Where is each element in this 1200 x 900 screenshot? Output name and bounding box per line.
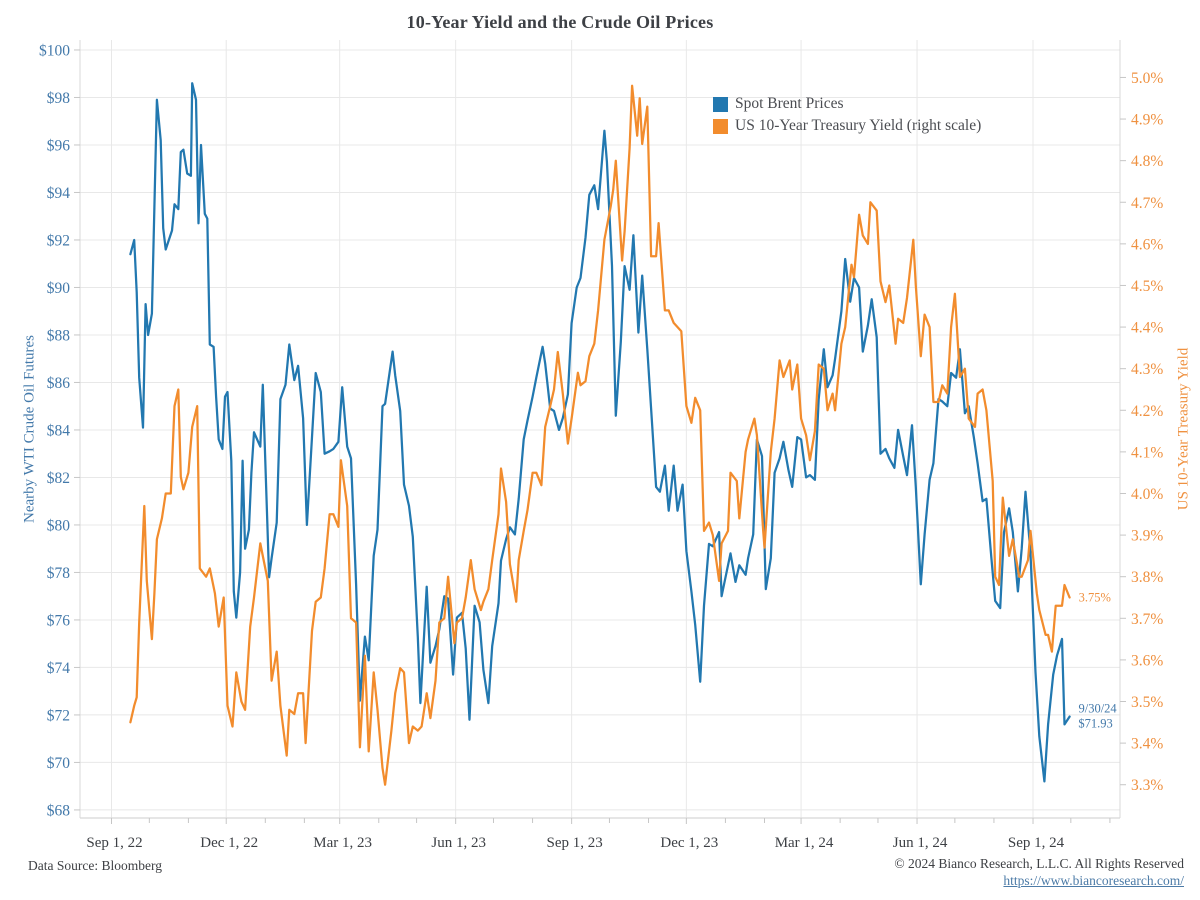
y-left-tick-label: $98 — [47, 90, 71, 107]
y-right-tick-label: 4.8% — [1131, 153, 1163, 170]
x-tick-label: Sep 1, 22 — [86, 835, 142, 851]
y-left-tick-label: $100 — [39, 42, 70, 59]
y-right-tick-label: 3.8% — [1131, 569, 1163, 586]
legend-item-brent[interactable]: Spot Brent Prices — [713, 93, 981, 115]
x-tick-label: Mar 1, 24 — [775, 835, 834, 851]
y-left-tick-label: $68 — [47, 802, 71, 819]
brent-price-line — [129, 82, 1071, 783]
brent-end-annotation-price: $71.93 — [1078, 717, 1112, 731]
y-right-tick-label: 4.6% — [1131, 236, 1163, 253]
y-right-tick-label: 4.0% — [1131, 486, 1163, 503]
y-left-tick-label: $88 — [47, 327, 71, 344]
x-tick-label: Dec 1, 23 — [660, 835, 718, 851]
y-left-tick-label: $92 — [47, 232, 70, 249]
copyright-text: © 2024 Bianco Research, L.L.C. All Right… — [894, 856, 1184, 871]
y-right-tick-label: 4.4% — [1131, 320, 1163, 337]
x-tick-label: Jun 1, 23 — [431, 835, 486, 851]
axis-ticks — [74, 49, 1126, 824]
left-axis-title: Nearby WTI Crude Oil Futures — [21, 334, 38, 524]
footer-copyright-block: © 2024 Bianco Research, L.L.C. All Right… — [894, 855, 1184, 889]
y-right-tick-label: 4.2% — [1131, 403, 1163, 420]
y-left-tick-label: $94 — [47, 185, 71, 202]
y-left-tick-label: $74 — [47, 660, 71, 677]
y-right-tick-label: 3.4% — [1131, 736, 1163, 753]
x-tick-label: Sep 1, 23 — [547, 835, 603, 851]
y-right-tick-label: 4.3% — [1131, 361, 1163, 378]
x-tick-label: Mar 1, 23 — [313, 835, 372, 851]
legend-item-yield[interactable]: US 10-Year Treasury Yield (right scale) — [713, 115, 981, 137]
y-right-tick-label: 4.1% — [1131, 444, 1163, 461]
y-right-tick-label: 3.9% — [1131, 528, 1163, 545]
y-left-tick-label: $70 — [47, 755, 71, 772]
axis-lines — [79, 40, 1121, 819]
y-left-tick-label: $96 — [47, 137, 71, 154]
y-left-tick-label: $84 — [47, 422, 71, 439]
y-right-tick-label: 3.7% — [1131, 611, 1163, 628]
yield-legend-label: US 10-Year Treasury Yield (right scale) — [735, 117, 982, 134]
yield-legend-swatch-icon — [713, 118, 728, 134]
data-series — [129, 82, 1071, 786]
y-right-tick-label: 4.7% — [1131, 195, 1163, 212]
y-left-tick-label: $76 — [47, 612, 71, 629]
legend: Spot Brent Prices US 10-Year Treasury Yi… — [713, 93, 981, 137]
y-right-tick-label: 4.5% — [1131, 278, 1163, 295]
y-right-tick-label: 3.3% — [1131, 777, 1163, 794]
y-left-tick-label: $78 — [47, 565, 71, 582]
brent-legend-label: Spot Brent Prices — [735, 95, 844, 112]
x-tick-label: Dec 1, 22 — [200, 835, 258, 851]
y-right-tick-label: 3.6% — [1131, 652, 1163, 669]
treasury-yield-line — [129, 84, 1071, 786]
chart-title: 10-Year Yield and the Crude Oil Prices — [406, 12, 714, 32]
y-left-tick-label: $86 — [47, 375, 71, 392]
bianco-research-link[interactable]: https://www.biancoresearch.com/ — [1003, 873, 1184, 888]
y-right-tick-label: 4.9% — [1131, 112, 1163, 129]
y-right-tick-label: 3.5% — [1131, 694, 1163, 711]
yield-end-annotation: 3.75% — [1079, 590, 1111, 604]
right-axis-title: US 10-Year Treasury Yield — [1175, 347, 1192, 511]
y-left-tick-label: $72 — [47, 707, 70, 724]
axis-tick-labels: $68 $70 $72 $74 $76 $78 $80 $82 $84 $86 $88 $90 $92 $… — [39, 42, 1163, 851]
data-source-note: Data Source: Bloomberg — [28, 858, 162, 873]
y-right-tick-label: 5.0% — [1131, 70, 1163, 87]
y-left-tick-label: $82 — [47, 470, 70, 487]
brent-end-annotation-date: 9/30/24 — [1078, 702, 1117, 716]
y-left-tick-label: $90 — [47, 280, 71, 297]
x-tick-label: Jun 1, 24 — [893, 835, 948, 851]
brent-legend-swatch-icon — [713, 96, 728, 112]
y-left-tick-label: $80 — [47, 517, 71, 534]
x-tick-label: Sep 1, 24 — [1008, 835, 1065, 851]
gridlines — [80, 40, 1120, 818]
